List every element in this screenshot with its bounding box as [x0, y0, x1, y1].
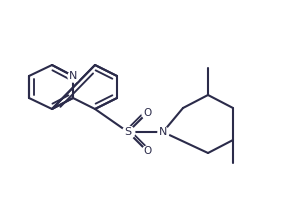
Text: N: N [159, 127, 167, 137]
Text: O: O [143, 108, 151, 118]
Text: O: O [143, 146, 151, 156]
Text: N: N [69, 71, 77, 81]
Text: S: S [124, 127, 131, 137]
